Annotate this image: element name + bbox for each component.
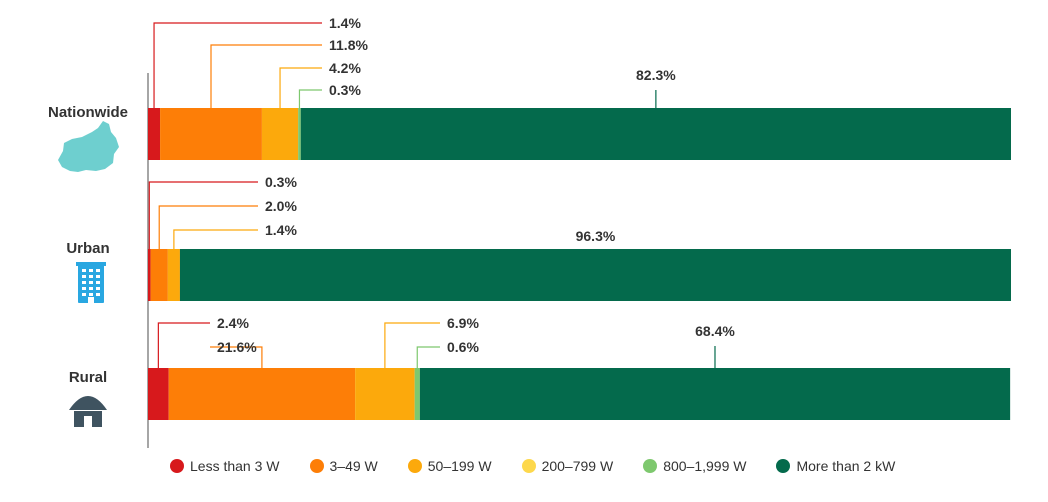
- bar-segment: [300, 108, 1012, 160]
- value-label: 21.6%: [217, 339, 257, 355]
- value-label: 2.4%: [217, 315, 249, 331]
- building-window-icon: [89, 275, 93, 278]
- category-label-urban: Urban: [66, 240, 109, 257]
- legend-label: 200–799 W: [541, 458, 614, 474]
- value-label: 0.6%: [447, 339, 479, 355]
- building-window-icon: [96, 281, 100, 284]
- legend-label: 800–1,999 W: [663, 458, 747, 474]
- leader-line: [157, 322, 210, 368]
- value-label: 1.4%: [265, 222, 297, 238]
- building-window-icon: [82, 275, 86, 278]
- legend-swatch: [643, 459, 658, 473]
- value-label: 2.0%: [265, 198, 297, 214]
- building-window-icon: [82, 293, 86, 296]
- legend-item: 800–1,999 W: [643, 458, 746, 474]
- building-window-icon: [96, 287, 100, 290]
- legend-item: 3–49 W: [309, 458, 378, 474]
- building-window-icon: [82, 269, 86, 272]
- building-window-icon: [96, 293, 100, 296]
- bar-segment: [419, 368, 1011, 420]
- leader-line: [153, 22, 322, 108]
- building-window-icon: [89, 287, 93, 290]
- value-label: 1.4%: [329, 15, 361, 31]
- legend-label: 3–49 W: [329, 458, 378, 474]
- leader-line: [210, 346, 263, 368]
- building-window-icon: [82, 281, 86, 284]
- building-window-icon: [82, 287, 86, 290]
- building-window-icon: [96, 269, 100, 272]
- legend-swatch: [776, 459, 791, 473]
- category-label-nationwide: Nationwide: [48, 104, 128, 121]
- leader-line: [173, 229, 258, 249]
- value-label: 96.3%: [576, 228, 616, 244]
- bar-segment: [355, 368, 415, 420]
- value-label: 6.9%: [447, 315, 479, 331]
- leader-line: [158, 205, 258, 249]
- legend-item: 200–799 W: [521, 458, 614, 474]
- leader-line: [148, 181, 258, 249]
- value-label: 11.8%: [329, 37, 368, 53]
- bar-segment: [148, 108, 161, 160]
- category-label-rural: Rural: [69, 369, 107, 386]
- leader-line: [210, 44, 322, 108]
- bar-segment: [414, 368, 420, 420]
- leader-line: [416, 346, 440, 368]
- building-window-icon: [89, 281, 93, 284]
- hut-door-icon: [84, 416, 92, 427]
- value-label: 0.3%: [265, 174, 297, 190]
- bar-segment: [261, 108, 299, 160]
- building-door-icon: [88, 297, 94, 303]
- legend-item: 50–199 W: [407, 458, 492, 474]
- legend-swatch: [309, 459, 324, 473]
- value-label: 0.3%: [329, 82, 361, 98]
- bar-segment: [298, 108, 301, 160]
- country-map-icon: [58, 121, 119, 172]
- leader-line: [298, 89, 322, 108]
- chart-legend: Less than 3 W 3–49 W 50–199 W 200–799 W 800–…: [170, 458, 1030, 474]
- bar-segment: [148, 249, 151, 301]
- bar-segment: [168, 368, 356, 420]
- leader-line: [279, 67, 322, 108]
- building-window-icon: [96, 275, 100, 278]
- bar-segment: [167, 249, 180, 301]
- building-window-icon: [89, 293, 93, 296]
- building-window-icon: [89, 269, 93, 272]
- bar-segment: [150, 249, 168, 301]
- value-label: 68.4%: [695, 323, 735, 339]
- legend-label: More than 2 kW: [796, 458, 896, 474]
- hut-roof-icon: [69, 396, 107, 410]
- legend-item: More than 2 kW: [776, 458, 895, 474]
- legend-swatch: [521, 459, 536, 473]
- legend-swatch: [170, 459, 184, 473]
- building-roof-icon: [76, 262, 106, 266]
- legend-label: 50–199 W: [427, 458, 492, 474]
- legend-label: Less than 3 W: [190, 458, 280, 474]
- bar-segment: [179, 249, 1011, 301]
- bar-segment: [160, 108, 262, 160]
- bar-segment: [148, 368, 169, 420]
- legend-item: Less than 3 W: [170, 458, 280, 474]
- value-label: 82.3%: [636, 67, 676, 83]
- legend-swatch: [407, 459, 422, 473]
- leader-line: [384, 322, 440, 368]
- value-label: 4.2%: [329, 60, 361, 76]
